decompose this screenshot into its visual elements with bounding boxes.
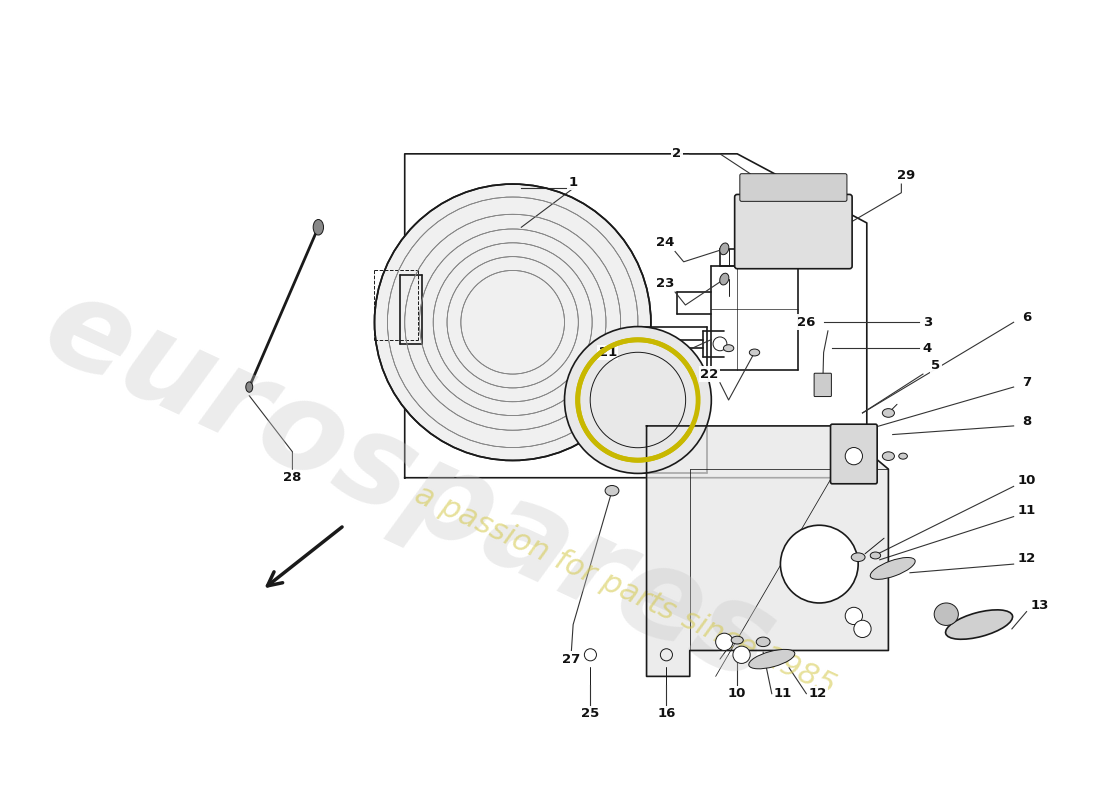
Ellipse shape	[882, 452, 894, 461]
Text: 10: 10	[1018, 474, 1036, 487]
Circle shape	[716, 634, 733, 650]
Circle shape	[374, 184, 651, 461]
Text: 24: 24	[656, 236, 674, 250]
Ellipse shape	[719, 243, 729, 254]
Text: 10: 10	[728, 687, 747, 700]
Ellipse shape	[756, 637, 770, 646]
Text: 12: 12	[808, 687, 827, 700]
Text: eurospares: eurospares	[25, 265, 793, 708]
Ellipse shape	[870, 552, 881, 559]
Text: 16: 16	[657, 707, 675, 720]
Text: 5: 5	[932, 359, 940, 372]
FancyBboxPatch shape	[814, 374, 832, 397]
Text: 26: 26	[798, 316, 815, 329]
Text: 11: 11	[1018, 504, 1036, 517]
Ellipse shape	[882, 409, 894, 418]
Ellipse shape	[749, 650, 795, 669]
Text: 28: 28	[283, 471, 301, 484]
Text: 2: 2	[672, 147, 681, 160]
Ellipse shape	[899, 453, 907, 459]
Text: 29: 29	[896, 169, 915, 182]
Ellipse shape	[732, 636, 744, 644]
Ellipse shape	[719, 274, 729, 285]
Circle shape	[780, 526, 858, 603]
Text: 3: 3	[923, 316, 932, 329]
Text: 27: 27	[562, 653, 581, 666]
Circle shape	[564, 326, 712, 474]
Ellipse shape	[245, 382, 253, 392]
Ellipse shape	[749, 349, 760, 356]
Text: 4: 4	[923, 342, 932, 354]
Ellipse shape	[946, 610, 1013, 639]
Text: 21: 21	[598, 346, 617, 359]
Ellipse shape	[870, 558, 915, 579]
Text: 25: 25	[581, 707, 600, 720]
Text: 8: 8	[1022, 415, 1031, 428]
Text: 22: 22	[701, 367, 718, 381]
Ellipse shape	[605, 486, 619, 496]
Text: 6: 6	[1022, 311, 1031, 325]
Text: 11: 11	[774, 687, 792, 700]
Text: 23: 23	[656, 277, 674, 290]
Ellipse shape	[724, 345, 734, 352]
Text: a passion for parts since 1985: a passion for parts since 1985	[410, 479, 840, 701]
FancyBboxPatch shape	[830, 424, 877, 484]
Ellipse shape	[851, 553, 865, 562]
Ellipse shape	[934, 603, 958, 626]
FancyBboxPatch shape	[735, 194, 852, 269]
Circle shape	[854, 620, 871, 638]
Circle shape	[845, 607, 862, 625]
Circle shape	[733, 646, 750, 663]
Text: 13: 13	[1031, 599, 1048, 612]
FancyBboxPatch shape	[740, 174, 847, 202]
Text: 12: 12	[1018, 551, 1036, 565]
Text: 1: 1	[569, 176, 578, 189]
Polygon shape	[647, 426, 889, 676]
Text: 7: 7	[1022, 376, 1031, 390]
Ellipse shape	[314, 219, 323, 235]
Circle shape	[845, 447, 862, 465]
